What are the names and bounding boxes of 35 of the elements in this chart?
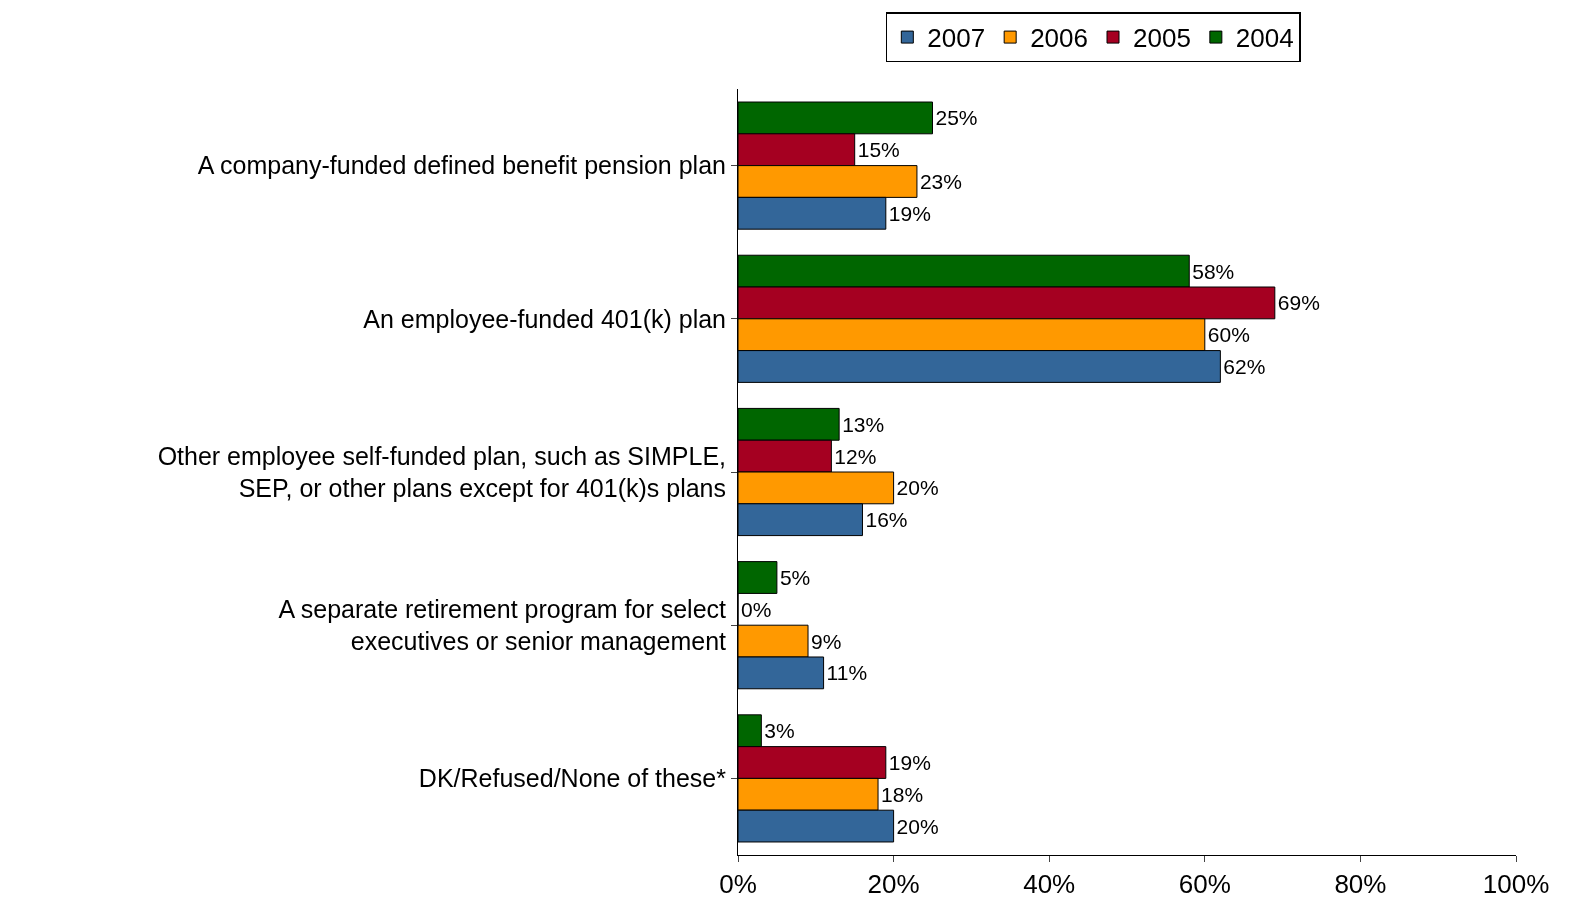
data-label: 0%: [741, 597, 772, 621]
data-label: 69%: [1277, 291, 1320, 315]
legend-label: 2007: [927, 23, 986, 54]
x-tick-label: 40%: [1023, 869, 1076, 900]
y-tick-label: An employee-funded 401(k) plan: [363, 304, 726, 333]
x-tick-label: 0%: [719, 869, 757, 900]
data-label: 23%: [919, 169, 962, 193]
y-tick-label: Other employee self-funded plan, such as SIMPLE, SEP, or other plans except for 401(k)s plans: [157, 441, 726, 502]
x-tick-label: 20%: [867, 869, 920, 900]
data-label: 11%: [826, 661, 868, 685]
data-label: 13%: [842, 412, 885, 436]
data-label: 12%: [834, 444, 877, 468]
data-label: 62%: [1223, 354, 1266, 378]
legend-label: 2005: [1133, 23, 1191, 54]
data-label: 16%: [865, 508, 908, 532]
data-label: 15%: [857, 138, 900, 162]
x-tick-label: 80%: [1334, 869, 1387, 900]
data-label: 19%: [888, 751, 931, 775]
x-tick-label: 60%: [1178, 869, 1231, 900]
data-label: 5%: [779, 566, 811, 590]
legend-label: 2004: [1235, 23, 1294, 54]
data-label: 18%: [881, 782, 924, 806]
data-label: 19%: [888, 201, 931, 225]
y-tick-label: A company-funded defined benefit pension plan: [197, 151, 726, 180]
y-tick-label: DK/Refused/None of these*: [418, 764, 727, 793]
data-label: 25%: [935, 106, 978, 130]
data-label: 20%: [896, 814, 939, 838]
legend-label: 2006: [1030, 23, 1089, 54]
y-tick-label: A separate retirement program for select executives or senior management: [278, 594, 727, 656]
data-label: 9%: [811, 629, 842, 653]
x-tick-label: 100%: [1482, 869, 1550, 900]
data-label: 58%: [1192, 259, 1235, 283]
data-label: 60%: [1207, 323, 1250, 347]
data-label: 20%: [896, 476, 939, 500]
data-label: 3%: [764, 719, 795, 743]
